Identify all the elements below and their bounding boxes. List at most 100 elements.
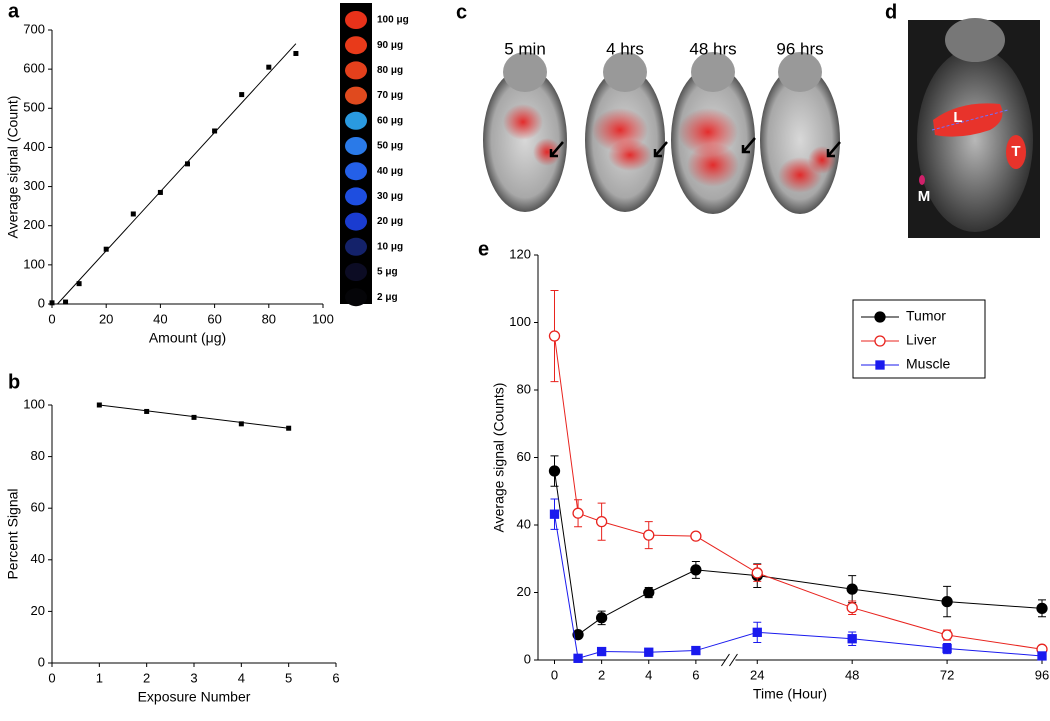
time-label: 48 hrs: [689, 39, 736, 58]
mouse-image: [585, 52, 668, 212]
data-point: [596, 646, 607, 657]
legend-marker: [874, 311, 886, 323]
x-tick-label: 3: [190, 670, 197, 685]
data-point: [690, 530, 702, 542]
data-point: [1036, 602, 1048, 615]
inset-spots: 100 μg 90 μg 80 μg 70 μg 60 μg 50 μg 40 μg 30 μ…: [345, 11, 409, 307]
data-point: [573, 653, 583, 663]
mouse-image: [483, 52, 567, 212]
data-point: [846, 602, 858, 614]
data-point: [212, 128, 218, 134]
y-axis-label: Percent Signal: [5, 488, 21, 579]
spot-label: 70 μg: [377, 90, 403, 101]
data-point: [643, 529, 655, 541]
legend-label: Muscle: [906, 356, 951, 372]
inset-spot: [345, 187, 367, 206]
y-tick-label: 40: [517, 516, 531, 531]
x-tick-label: 4: [238, 670, 245, 685]
x-tick-label: 60: [207, 311, 221, 326]
spot-label: 10 μg: [377, 241, 403, 252]
inset-spot: [345, 237, 367, 256]
mouse-image: [760, 52, 841, 214]
spot-label: 60 μg: [377, 115, 403, 126]
inset-spot: [345, 36, 367, 55]
y-tick-label: 100: [23, 396, 45, 411]
data-point: [157, 189, 163, 195]
data-point: [595, 612, 608, 624]
x-tick-label: 2: [143, 670, 150, 685]
inset-spot: [345, 162, 367, 181]
organ-label: L: [953, 109, 962, 126]
spot-label: 50 μg: [377, 141, 403, 152]
x-axis-label: Amount (μg): [149, 330, 226, 346]
x-tick-label: 6: [332, 670, 339, 685]
spot-label: 30 μg: [377, 191, 403, 202]
inset-spot: [345, 61, 367, 80]
data-point: [548, 465, 561, 477]
data-point: [103, 246, 109, 252]
spot-label: 90 μg: [377, 40, 403, 51]
x-axis-label: Exposure Number: [138, 689, 251, 705]
data-point: [941, 629, 953, 641]
data-point: [572, 629, 584, 641]
data-point: [76, 281, 82, 287]
y-tick-label: 500: [23, 100, 45, 115]
data-point: [185, 161, 190, 167]
data-point: [144, 408, 150, 414]
data-point: [846, 583, 858, 595]
x-tick-label: 6: [692, 667, 699, 682]
organ-label: T: [1011, 143, 1020, 160]
x-tick-label: 72: [940, 667, 954, 682]
data-point: [643, 586, 655, 599]
spot-label: 80 μg: [377, 65, 403, 76]
mouse-image: [671, 52, 756, 214]
data-point: [191, 414, 197, 420]
inset-spot: [345, 212, 367, 231]
data-point: [63, 299, 69, 305]
y-tick-label: 400: [23, 139, 45, 154]
x-tick-label: 48: [845, 667, 859, 682]
data-point: [49, 300, 55, 306]
panel-label: e: [478, 238, 489, 260]
data-point: [96, 402, 102, 408]
x-tick-label: 20: [99, 311, 113, 326]
y-tick-label: 120: [509, 246, 531, 261]
legend-marker: [875, 360, 885, 370]
x-tick-label: 24: [750, 667, 764, 682]
panel-label: c: [456, 1, 467, 23]
fit-line: [57, 43, 297, 305]
inset-spot: [345, 263, 367, 281]
x-tick-label: 1: [96, 670, 103, 685]
data-point: [266, 64, 272, 70]
data-point: [644, 647, 654, 657]
data-point: [548, 330, 561, 342]
panel-label: d: [885, 1, 897, 23]
x-axis-label: Time (Hour): [753, 686, 827, 702]
time-labels: 5 min 4 hrs 48 hrs 96 hrs: [504, 39, 823, 58]
x-tick-label: 0: [48, 670, 55, 685]
y-tick-label: 80: [517, 381, 531, 396]
y-tick-label: 100: [509, 314, 531, 329]
panel-label: a: [8, 0, 20, 22]
legend-label: Tumor: [906, 308, 946, 324]
y-tick-label: 20: [517, 584, 531, 599]
mouse-images: [483, 52, 841, 214]
y-tick-label: 20: [31, 603, 45, 618]
data-point: [690, 564, 702, 576]
y-tick-label: 60: [31, 500, 45, 515]
spot-label: 40 μg: [377, 166, 403, 177]
axis-break: [721, 653, 738, 667]
x-tick-label: 5: [285, 670, 292, 685]
x-tick-label: 4: [645, 667, 652, 682]
spot-label: 20 μg: [377, 216, 403, 227]
series-line: [553, 470, 1043, 636]
x-tick-label: 0: [551, 667, 558, 682]
legend-marker: [874, 335, 886, 347]
y-tick-label: 300: [23, 178, 45, 193]
data-point: [847, 634, 857, 644]
inset-spot: [345, 86, 367, 105]
y-tick-label: 0: [524, 651, 531, 666]
x-tick-label: 100: [312, 311, 334, 326]
y-axis-label: Average signal (Counts): [491, 383, 507, 533]
